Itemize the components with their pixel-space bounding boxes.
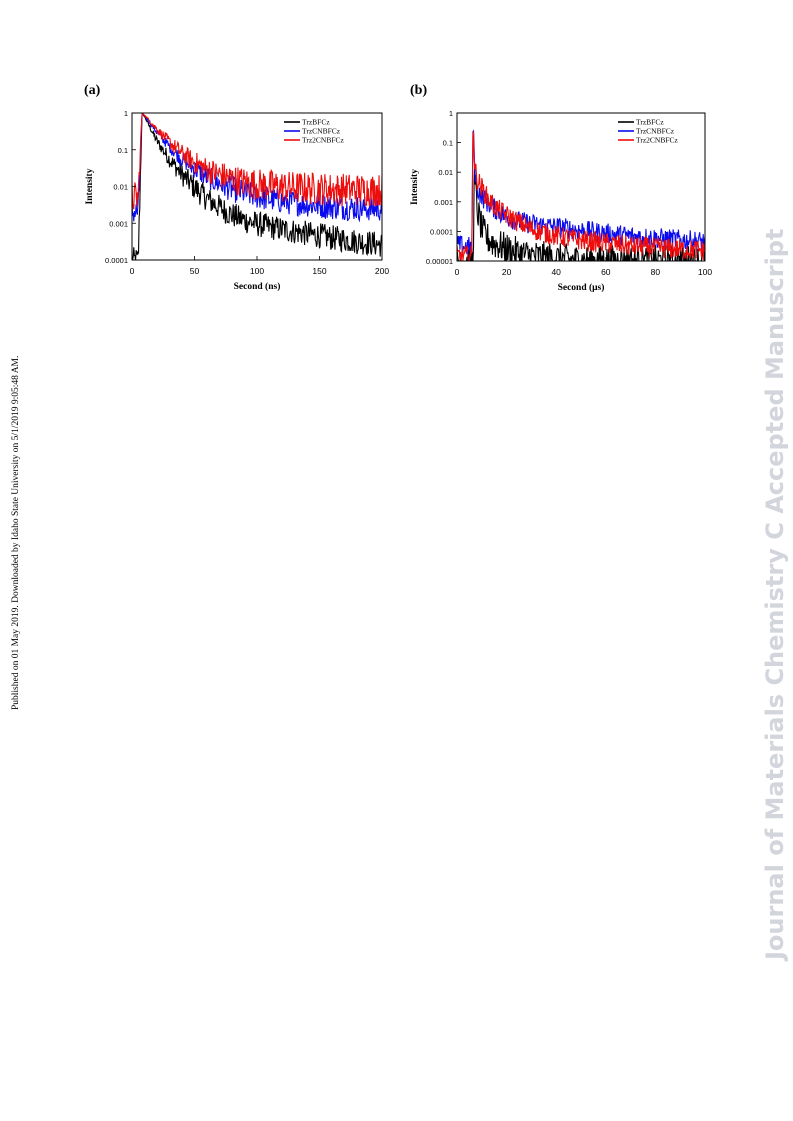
y-axis-label: Intensity	[410, 169, 420, 205]
y-tick-label: 0.001	[109, 219, 128, 228]
journal-watermark: Journal of Materials Chemistry C Accepte…	[761, 229, 789, 962]
y-axis-label: Intensity	[85, 168, 95, 204]
panel-label: (b)	[410, 83, 427, 98]
x-tick-label: 80	[651, 267, 661, 277]
x-tick-label: 20	[502, 267, 512, 277]
x-tick-label: 100	[250, 266, 264, 276]
chart-panel-b: (b) 0.00001 0.0001 0.001 0.01 0.1 1 0 20 40 60 80 10…	[410, 83, 712, 293]
chart-panel-a: (a) 0.0001 0.001 0.01 0.1 1 0 50 100 150 200 Second…	[84, 83, 389, 292]
x-tick-label: 50	[190, 266, 200, 276]
legend-label: Trz2CNBFCz	[636, 136, 678, 145]
x-tick-label: 150	[312, 266, 326, 276]
y-tick-label: 0.001	[434, 198, 453, 207]
y-tick-label: 1	[124, 109, 128, 118]
y-tick-label: 0.01	[438, 168, 453, 177]
x-axis-label: Second (ns)	[234, 281, 281, 292]
y-tick-label: 0.0001	[430, 227, 453, 236]
y-tick-label: 0.0001	[105, 256, 128, 265]
x-tick-label: 0	[455, 267, 460, 277]
legend-label: Trz2CNBFCz	[302, 136, 344, 145]
panel-label: (a)	[84, 83, 101, 98]
legend-label: TrzBFCz	[302, 118, 330, 127]
x-tick-label: 0	[130, 266, 135, 276]
series-line-Trz2CNBFCz	[132, 113, 382, 210]
legend-label: TrzBFCz	[636, 118, 664, 127]
x-axis-label: Second (μs)	[558, 282, 605, 293]
series-line-TrzBFCz	[132, 113, 382, 260]
y-tick-label: 0.01	[113, 183, 128, 192]
watermark-text: Journal of Materials Chemistry C Accepte…	[761, 229, 789, 962]
plot-frame	[456, 112, 706, 262]
series-line-Trz2CNBFCz	[457, 131, 705, 261]
x-tick-label: 40	[551, 267, 561, 277]
x-tick-label: 100	[698, 267, 712, 277]
y-tick-label: 0.1	[118, 146, 128, 155]
series-line-TrzCNBFCz	[457, 129, 705, 255]
y-tick-label: 0.1	[443, 139, 453, 148]
y-tick-label: 0.00001	[426, 257, 453, 266]
side-note: Published on 01 May 2019. Downloaded by …	[11, 356, 21, 710]
publication-note: Published on 01 May 2019. Downloaded by …	[11, 356, 21, 710]
x-tick-label: 200	[375, 266, 389, 276]
legend-label: TrzCNBFCz	[302, 127, 341, 136]
legend-label: TrzCNBFCz	[636, 127, 675, 136]
x-tick-label: 60	[601, 267, 611, 277]
y-tick-label: 1	[449, 109, 453, 118]
